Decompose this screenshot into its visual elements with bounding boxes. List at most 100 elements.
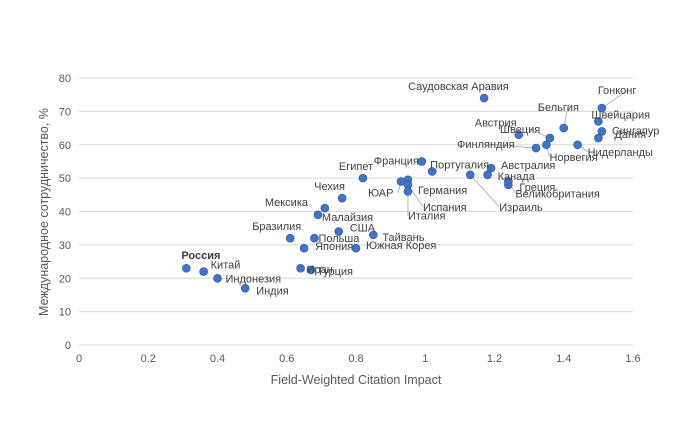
point-label: Япония: [315, 241, 353, 253]
data-point: [559, 123, 569, 133]
y-tick-label: 40: [59, 207, 71, 219]
point-label: Бразилия: [252, 221, 301, 233]
x-tick-label: 1.2: [487, 353, 502, 365]
point-label: Сингапур: [612, 125, 660, 137]
point-label: Греция: [519, 182, 555, 194]
x-tick-label: 0.6: [279, 353, 294, 365]
data-point: [427, 167, 437, 176]
data-point: [573, 140, 582, 150]
data-point: [240, 283, 250, 293]
x-tick-label: 0.4: [210, 353, 225, 365]
gridlines: [79, 77, 633, 346]
y-tick-label: 70: [59, 106, 71, 118]
point-label: Бельгия: [538, 102, 579, 114]
point-label: Испания: [423, 202, 467, 214]
x-tick-label: 1.4: [556, 353, 571, 365]
point-label: Индонезия: [226, 273, 282, 285]
leader-line: [601, 89, 629, 109]
point-label: Австрия: [475, 118, 517, 130]
data-point: [545, 133, 555, 143]
x-axis-ticks: 0 0.2 0.4 0.6 0.8 1 1.2 1.4 1.6: [76, 353, 641, 365]
data-point: [351, 243, 361, 253]
x-axis-title: Field-Weighted Citation Impact: [271, 373, 442, 387]
data-points: [182, 93, 607, 293]
y-axis-ticks: 0 10 20 30 40 50 60 70 80: [59, 73, 71, 352]
data-point: [199, 267, 208, 276]
x-tick-label: 0.8: [348, 353, 363, 365]
data-point: [403, 187, 413, 196]
data-point: [296, 263, 305, 273]
y-tick-label: 10: [59, 307, 71, 319]
point-label: Франция: [374, 155, 419, 167]
data-point: [531, 143, 541, 153]
leader-line: [487, 143, 537, 149]
y-tick-label: 20: [59, 273, 71, 285]
point-label: Россия: [181, 250, 220, 262]
point-label: Чехия: [314, 181, 345, 193]
y-tick-label: 80: [59, 73, 71, 85]
point-label: Турция: [317, 266, 353, 278]
point-label: Германия: [418, 185, 467, 197]
point-label: Мексика: [265, 197, 309, 209]
point-label: США: [350, 223, 376, 235]
data-point: [299, 243, 309, 253]
data-point: [369, 230, 378, 240]
point-label: Южная Корея: [366, 240, 436, 252]
point-label: Гонконг: [598, 85, 637, 97]
point-label: Швеция: [500, 124, 540, 136]
data-point: [504, 177, 513, 186]
x-tick-label: 1: [422, 353, 428, 365]
y-tick-label: 30: [59, 240, 71, 252]
data-point: [479, 93, 489, 103]
data-point: [334, 227, 343, 236]
point-label: Дания: [614, 129, 646, 141]
data-point: [358, 173, 368, 183]
data-point: [514, 130, 524, 140]
data-point: [310, 233, 319, 243]
data-point: [285, 233, 295, 243]
x-tick-label: 0.2: [141, 353, 156, 365]
data-point: [313, 210, 323, 220]
data-point: [320, 203, 330, 213]
point-label: Швейцария: [591, 109, 650, 121]
point-label: Египет: [339, 161, 373, 173]
data-point: [337, 193, 347, 203]
point-label: Индия: [256, 285, 289, 297]
point-label: Португалия: [430, 159, 489, 171]
point-label: Саудовская Аравия: [408, 81, 509, 93]
data-point: [483, 170, 492, 180]
point-label: Италия: [408, 210, 446, 222]
data-point: [542, 140, 551, 150]
data-point: [465, 170, 475, 180]
x-tick-label: 0: [76, 353, 82, 365]
y-tick-label: 0: [65, 340, 71, 352]
point-label: Канада: [498, 171, 536, 183]
y-axis-title: Международное сотрудничество, %: [37, 108, 51, 316]
point-label: Малайзия: [322, 212, 373, 224]
data-point: [597, 127, 607, 136]
point-label: Польша: [318, 233, 360, 245]
point-label: Финляндия: [457, 139, 515, 151]
point-label: Иран: [307, 264, 333, 276]
y-tick-label: 50: [59, 173, 71, 185]
x-tick-label: 1.6: [625, 353, 640, 365]
point-label: Австралия: [501, 160, 555, 172]
data-point: [594, 117, 603, 126]
data-point: [213, 273, 222, 283]
data-point: [486, 163, 496, 173]
point-label: Норвегия: [549, 152, 597, 164]
data-point: [306, 265, 316, 275]
point-label: Нидерланды: [588, 147, 653, 159]
data-point: [597, 103, 607, 113]
point-label: Великобритания: [515, 188, 600, 200]
point-label: Тайвань: [382, 232, 424, 244]
point-label: Израиль: [499, 202, 543, 214]
y-tick-label: 60: [59, 140, 71, 152]
data-point: [417, 157, 427, 166]
leader-line: [469, 174, 500, 208]
data-point: [182, 263, 191, 273]
data-point: [594, 133, 603, 143]
point-label: Китай: [211, 260, 241, 272]
